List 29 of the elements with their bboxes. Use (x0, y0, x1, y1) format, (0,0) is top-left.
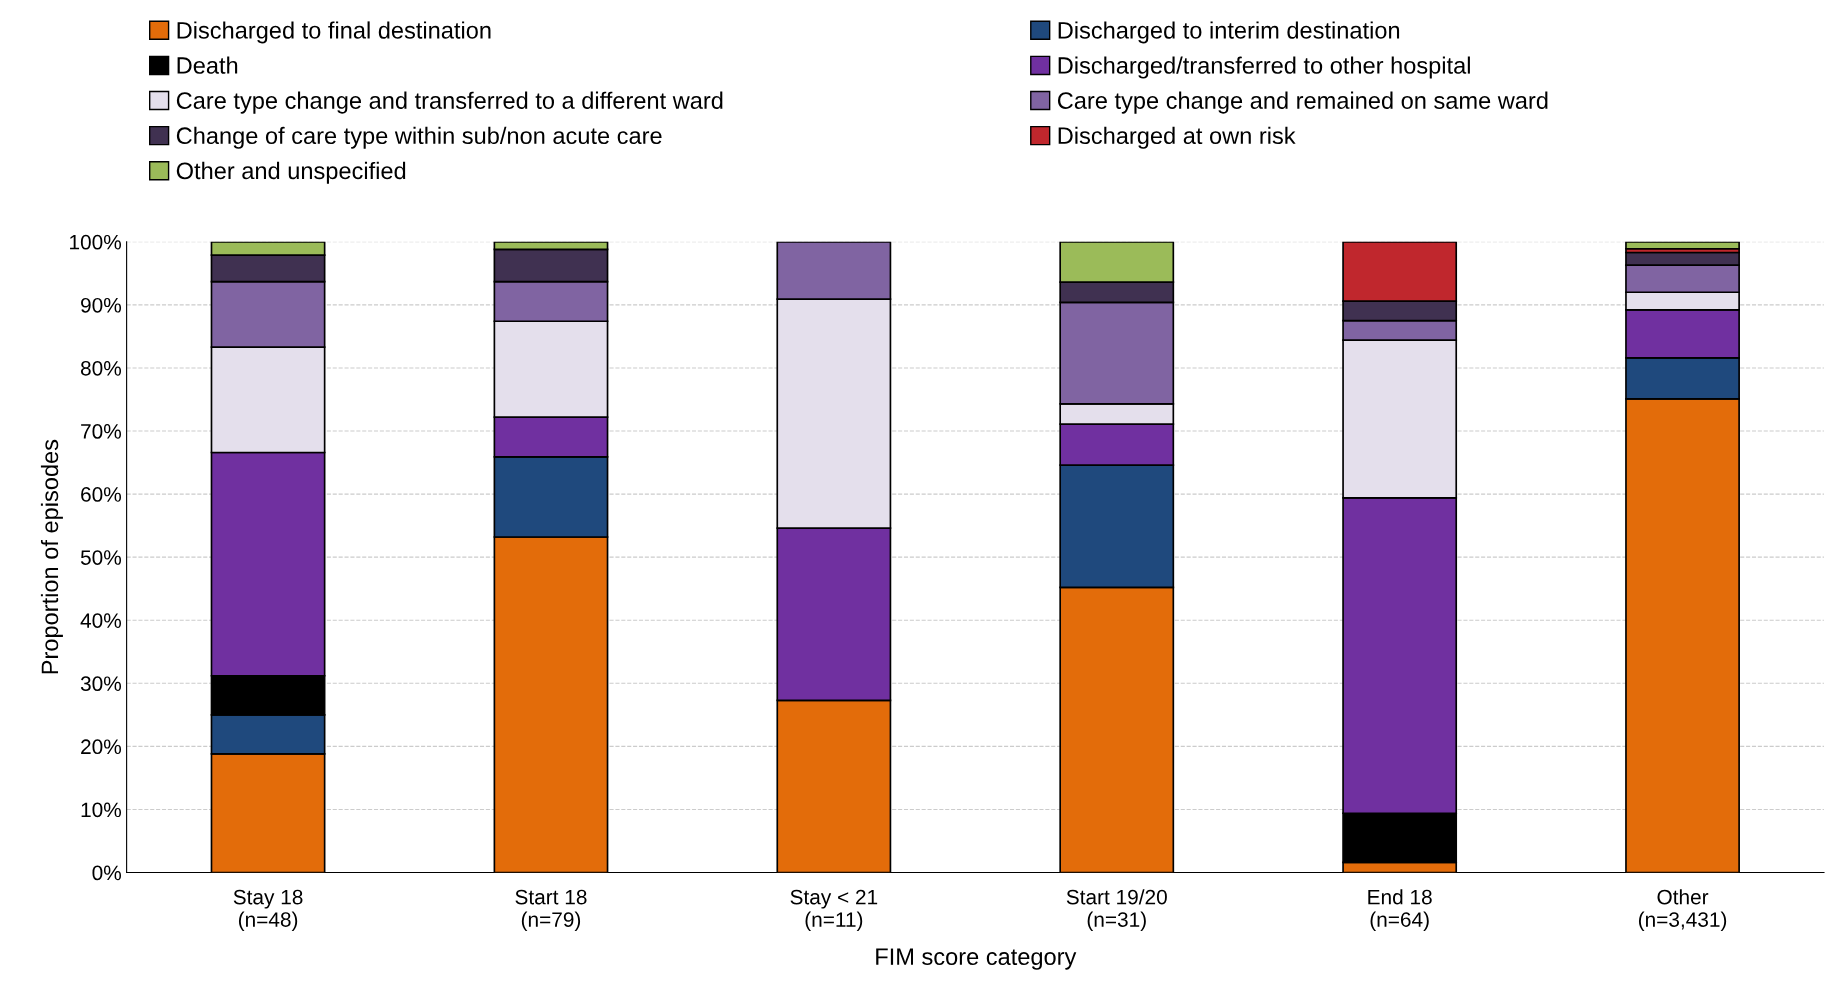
legend-label: Discharged to final destination (177, 21, 491, 44)
legend-label: Change of care type within sub/non acute care (176, 126, 662, 149)
x-tick-label: Stay 18 (n=48) (233, 889, 303, 932)
y-tick-label: 90% (81, 297, 122, 313)
y-tick-label: 20% (81, 739, 122, 755)
x-tick-label: Other (n=3,431) (1638, 889, 1727, 932)
bar (1625, 241, 1740, 250)
x-tick-label: Stay < 21 (n=11) (790, 889, 878, 932)
y-tick-label: 40% (80, 613, 122, 628)
legend-label: Other and unspecified (176, 161, 406, 184)
legend-label: Discharged/transferred to other hospital (1058, 56, 1470, 79)
y-tick-label: 70% (81, 424, 122, 439)
y-tick-label: 80% (80, 360, 122, 376)
legend-label: Care type change and transferred to a different ward (176, 91, 723, 114)
y-tick-label: 10% (81, 802, 122, 818)
x-axis-title: FIM score category (876, 948, 1077, 970)
x-tick-label: Start 18 (n=79) (515, 889, 587, 932)
y-tick-label: 60% (81, 487, 122, 502)
legend-label: Death (177, 56, 238, 74)
y-tick-label: 100% (70, 234, 122, 250)
y-tick-label: 30% (80, 676, 122, 692)
legend-label: Care type change and remained on same ward (1057, 91, 1548, 114)
x-tick-label: End 18 (n=64) (1368, 889, 1432, 932)
legend-label: Discharged at own risk (1058, 126, 1296, 149)
x-tick-label: Start 19/20 (n=31) (1066, 889, 1167, 932)
y-tick-label: 0% (92, 865, 122, 881)
y-axis-title: Proportion of episodes (40, 439, 63, 674)
y-tick-label: 50% (80, 550, 122, 565)
legend-label: Discharged to interim destination (1058, 21, 1400, 44)
